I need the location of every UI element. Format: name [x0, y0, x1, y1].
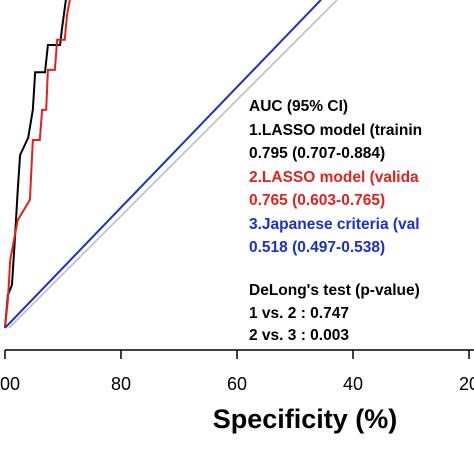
legend-label: 3.Japanese criteria (val: [249, 216, 420, 233]
x-tick-label: 60: [227, 374, 247, 394]
x-axis-title: Specificity (%): [213, 404, 398, 434]
reference-line: [8, 0, 339, 329]
auc-label: 0.518 (0.497-0.538): [249, 239, 385, 256]
legend-label: 2.LASSO model (valida: [249, 169, 419, 186]
x-tick-label: 40: [343, 374, 363, 394]
auc-label: 0.795 (0.707-0.884): [249, 145, 385, 162]
legend-label: 1.LASSO model (trainin: [249, 122, 422, 139]
auc-label: 0.765 (0.603-0.765): [249, 192, 385, 209]
roc-line: [3, 0, 67, 329]
test-label: 2 vs. 3 : 0.003: [249, 327, 349, 344]
x-tick-label: 80: [111, 374, 131, 394]
roc-line: [3, 0, 71, 329]
roc-line: [4, 0, 322, 329]
x-tick-label: 20: [459, 374, 474, 394]
auc-title: AUC (95% CI): [249, 98, 348, 115]
x-tick-label: 100: [0, 374, 20, 394]
test-title: DeLong's test (p-value): [249, 282, 420, 299]
test-label: 1 vs. 2 : 0.747: [249, 305, 349, 322]
